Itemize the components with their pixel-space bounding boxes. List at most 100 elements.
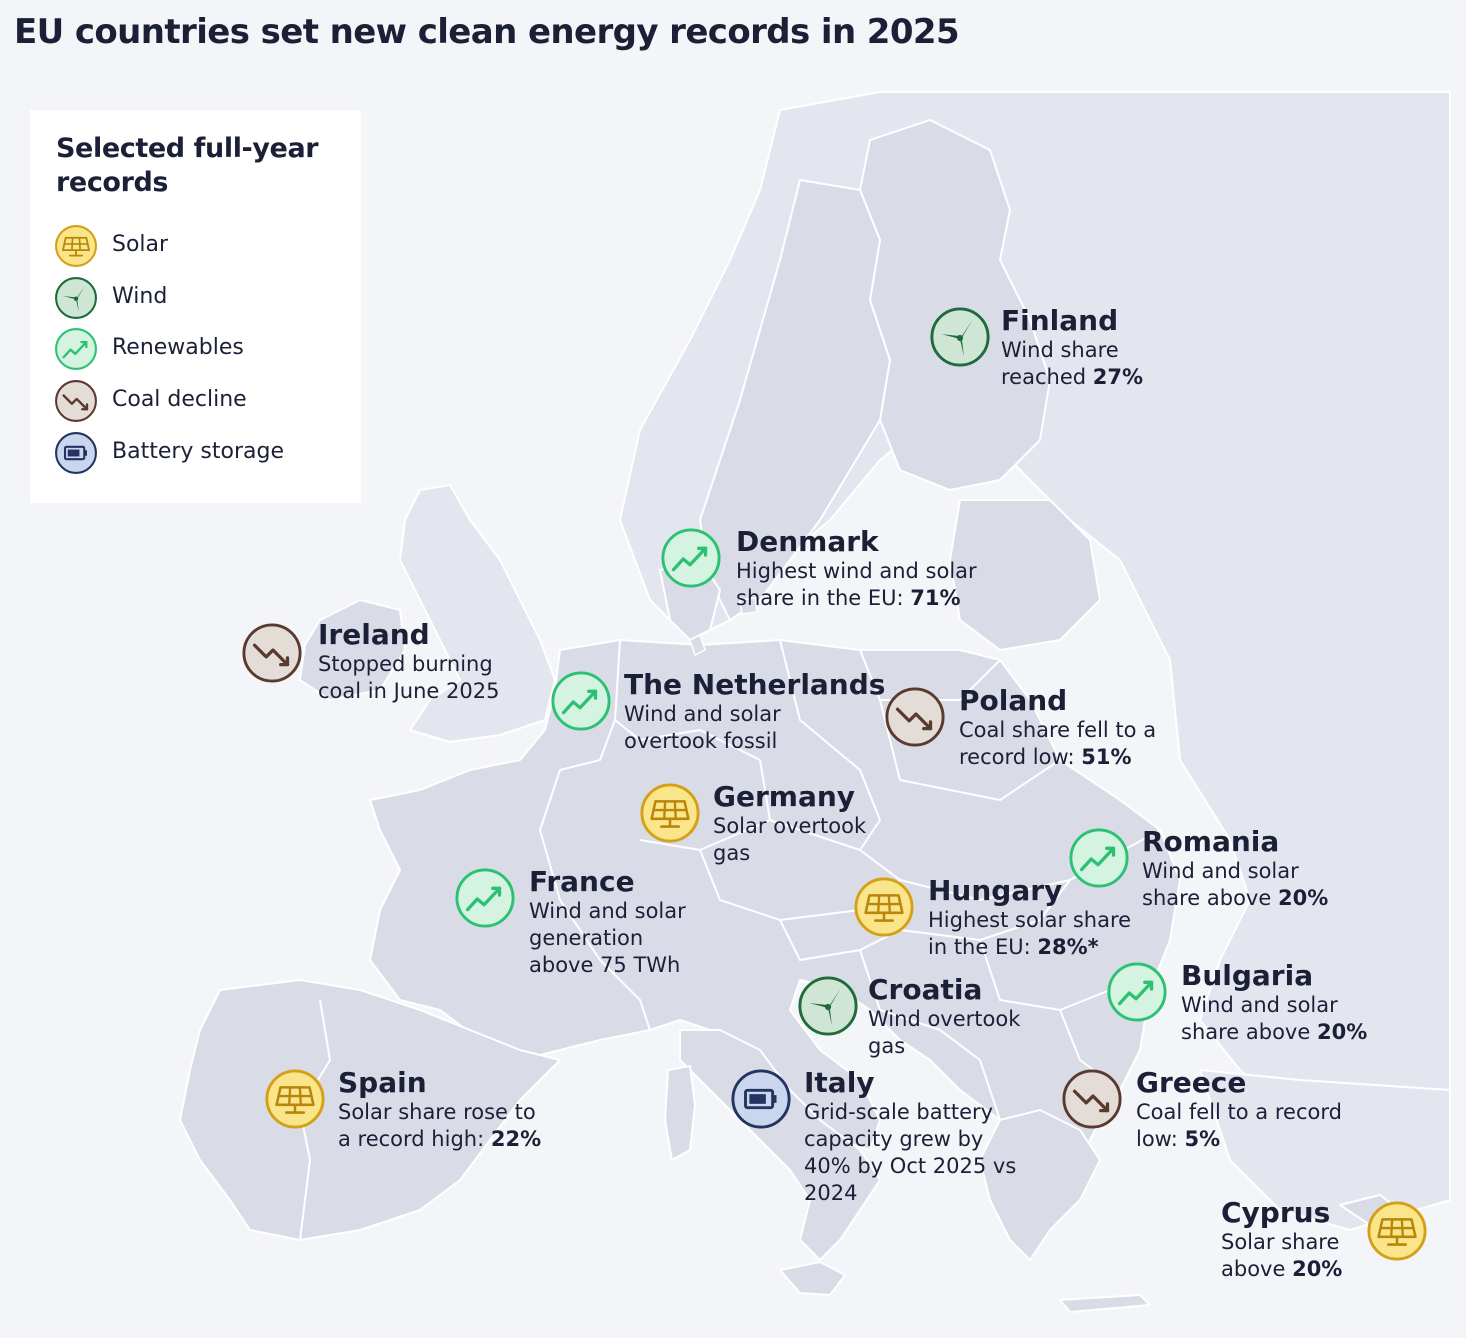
country-name: Romania: [1142, 825, 1280, 858]
record-value: 5%: [1184, 1127, 1221, 1151]
record-text: Solar overtook: [713, 814, 867, 838]
renewables-icon: [54, 327, 98, 371]
callout-cyprus: Cyprus Solar share above 20%: [1221, 1197, 1431, 1287]
legend-title: Selected full-year records: [56, 133, 319, 198]
record-value: 20%: [1316, 1020, 1368, 1044]
record-value: 20%: [1292, 1257, 1343, 1281]
record-text: Solar share: [1221, 1230, 1340, 1254]
legend-item-coal-decline: Coal decline: [54, 379, 354, 423]
record-text: share in the EU:: [736, 586, 911, 610]
legend-panel: Selected full-year records Solar Wind Re…: [30, 110, 361, 503]
legend-label: Renewables: [112, 335, 244, 360]
record-text: Wind and solar: [624, 702, 781, 726]
record-text: coal in June 2025: [318, 679, 500, 703]
record-text: generation: [529, 926, 644, 950]
battery-icon: [54, 431, 98, 475]
record-text: reached: [1001, 365, 1093, 389]
land-greece: [979, 1109, 1101, 1261]
land-ireland: [299, 599, 406, 701]
record-text: capacity grew by: [804, 1127, 984, 1151]
record-text: 40% by Oct 2025 vs: [804, 1154, 1017, 1178]
record-text: Wind and solar: [529, 899, 686, 923]
legend-label: Coal decline: [112, 387, 247, 412]
country-name: Poland: [959, 684, 1068, 717]
legend-label: Solar: [112, 232, 169, 257]
record-text: a record high:: [338, 1127, 491, 1151]
renewables-icon: [454, 867, 516, 929]
coal-decline-icon: [241, 622, 303, 684]
country-name: Denmark: [736, 525, 879, 558]
record-text: Coal share fell to a: [959, 718, 1157, 742]
record-value: 22%: [490, 1127, 542, 1151]
legend-label: Battery storage: [112, 439, 284, 464]
record-value: 51%: [1081, 745, 1132, 769]
record-text: Wind and solar: [1142, 859, 1299, 883]
country-name: Finland: [1001, 304, 1119, 337]
country-name: The Netherlands: [624, 668, 886, 701]
land-crete: [1059, 1294, 1151, 1313]
country-name: Ireland: [318, 618, 430, 651]
legend-item-battery-storage: Battery storage: [54, 431, 354, 475]
legend-item-renewables: Renewables: [54, 327, 354, 371]
solar-icon: [1366, 1200, 1428, 1262]
record-value: 27%: [1092, 365, 1144, 389]
record-text: Wind overtook: [868, 1007, 1021, 1031]
record-text: 2024: [804, 1181, 858, 1205]
wind-icon: [929, 306, 991, 368]
legend-item-solar: Solar: [54, 224, 354, 268]
renewables-icon: [1106, 961, 1168, 1023]
country-name: Spain: [338, 1066, 427, 1099]
country-name: Croatia: [868, 973, 983, 1006]
record-text: share above: [1142, 886, 1278, 910]
record-text: Grid-scale battery: [804, 1100, 994, 1124]
record-text: above: [1221, 1257, 1293, 1281]
land-uk: [399, 484, 556, 743]
record-text: record low:: [959, 745, 1082, 769]
coal-decline-icon: [54, 379, 98, 423]
record-text: Highest wind and solar: [736, 559, 977, 583]
battery-icon: [730, 1068, 792, 1130]
land-sardinia: [664, 1065, 696, 1161]
coal-decline-icon: [1061, 1068, 1123, 1130]
record-text: Highest solar share: [928, 908, 1132, 932]
country-name: Bulgaria: [1181, 959, 1314, 992]
renewables-icon: [550, 670, 612, 732]
record-text: Wind share: [1001, 338, 1119, 362]
record-text: overtook fossil: [624, 729, 778, 753]
land-sweden: [699, 179, 891, 621]
record-text: above 75 TWh: [529, 953, 681, 977]
renewables-icon: [660, 527, 722, 589]
country-name: France: [529, 865, 635, 898]
record-text: Coal fell to a record: [1136, 1100, 1342, 1124]
solar-icon: [853, 876, 915, 938]
record-text: Stopped burning: [318, 652, 493, 676]
country-name: Cyprus: [1221, 1196, 1331, 1229]
record-text: Wind and solar: [1181, 993, 1338, 1017]
land-iberia: [179, 979, 561, 1241]
solar-icon: [54, 224, 98, 268]
wind-icon: [54, 276, 98, 320]
legend-label: Wind: [112, 284, 168, 309]
coal-decline-icon: [884, 686, 946, 748]
record-value: 71%: [910, 586, 961, 610]
land-sicily: [779, 1261, 846, 1296]
solar-icon: [639, 782, 701, 844]
record-text: gas: [713, 841, 751, 865]
country-name: Greece: [1136, 1066, 1247, 1099]
record-text: low:: [1136, 1127, 1185, 1151]
record-value: 28%*: [1037, 935, 1099, 959]
record-value: 20%: [1277, 886, 1329, 910]
wind-icon: [797, 975, 859, 1037]
record-text: Solar share rose to: [338, 1100, 536, 1124]
country-name: Italy: [804, 1066, 875, 1099]
land-baltics: [949, 499, 1101, 651]
record-text: in the EU:: [928, 935, 1038, 959]
country-name: Hungary: [928, 874, 1063, 907]
page-title: EU countries set new clean energy record…: [14, 12, 960, 52]
record-text: share above: [1181, 1020, 1317, 1044]
country-name: Germany: [713, 780, 856, 813]
legend-item-wind: Wind: [54, 276, 354, 320]
solar-icon: [264, 1068, 326, 1130]
land-continent: [369, 639, 1181, 1161]
